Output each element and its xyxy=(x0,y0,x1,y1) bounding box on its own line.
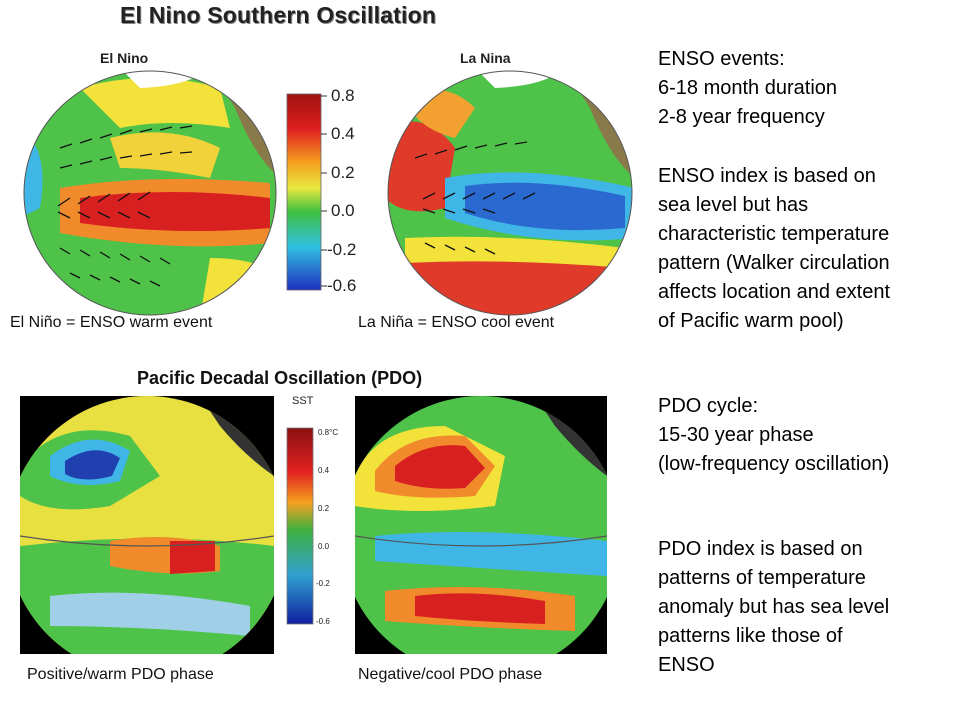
enso-tick: -0.6 xyxy=(327,276,357,295)
pdo-tick: -0.2 xyxy=(316,579,330,588)
enso-tick: -0.2 xyxy=(327,240,357,259)
el-nino-globe xyxy=(23,70,277,316)
enso-index-notes: ENSO index is based on sea level but has… xyxy=(658,162,890,336)
note-line: (low-frequency oscillation) xyxy=(658,453,890,475)
pdo-colorbar-title: SST xyxy=(292,395,314,407)
pdo-warm-caption: Positive/warm PDO phase xyxy=(27,666,214,683)
pdo-tick: 0.4 xyxy=(318,466,330,475)
note-line: PDO cycle: xyxy=(658,395,759,417)
enso-colorbar xyxy=(286,93,327,291)
note-line: 2-8 year frequency xyxy=(658,106,825,128)
note-line: 6-18 month duration xyxy=(658,77,838,99)
enso-tick: 0.0 xyxy=(331,201,355,220)
note-line: characteristic temperature xyxy=(658,223,890,245)
note-line: anomaly but has sea level xyxy=(658,596,890,618)
el-nino-label: El Nino xyxy=(100,50,149,66)
note-line: ENSO xyxy=(658,654,715,676)
enso-events-notes: ENSO events: 6-18 month duration 2-8 yea… xyxy=(658,45,837,132)
pdo-tick: 0.8°C xyxy=(318,428,339,437)
pdo-tick: -0.6 xyxy=(316,617,330,626)
enso-title: El Nino Southern Oscillation xyxy=(120,2,437,28)
note-line: pattern (Walker circulation xyxy=(658,252,890,274)
note-line: PDO index is based on xyxy=(658,538,863,560)
note-line: patterns of temperature xyxy=(658,567,866,589)
pdo-cycle-notes: PDO cycle: 15-30 year phase (low-frequen… xyxy=(658,392,889,479)
enso-tick: 0.4 xyxy=(331,124,355,143)
la-nina-label: La Nina xyxy=(460,50,511,66)
enso-tick: 0.8 xyxy=(331,86,355,105)
el-nino-caption: El Niño = ENSO warm event xyxy=(10,314,213,331)
note-line: ENSO index is based on xyxy=(658,165,876,187)
note-line: of Pacific warm pool) xyxy=(658,310,844,332)
note-line: patterns like those of xyxy=(658,625,843,647)
note-line: sea level but has xyxy=(658,194,809,216)
pdo-cool-globe xyxy=(355,396,607,654)
pdo-index-notes: PDO index is based on patterns of temper… xyxy=(658,535,889,680)
note-line: affects location and extent xyxy=(658,281,891,303)
pdo-tick: 0.0 xyxy=(318,542,330,551)
la-nina-globe xyxy=(387,70,633,316)
pdo-warm-globe xyxy=(20,396,274,654)
pdo-cool-caption: Negative/cool PDO phase xyxy=(358,666,543,683)
note-line: ENSO events: xyxy=(658,48,785,70)
enso-tick: 0.2 xyxy=(331,163,355,182)
pdo-tick: 0.2 xyxy=(318,504,330,513)
la-nina-caption: La Niña = ENSO cool event xyxy=(358,314,555,331)
note-line: 15-30 year phase xyxy=(658,424,814,446)
pdo-title: Pacific Decadal Oscillation (PDO) xyxy=(137,368,423,388)
pdo-colorbar xyxy=(286,427,314,625)
